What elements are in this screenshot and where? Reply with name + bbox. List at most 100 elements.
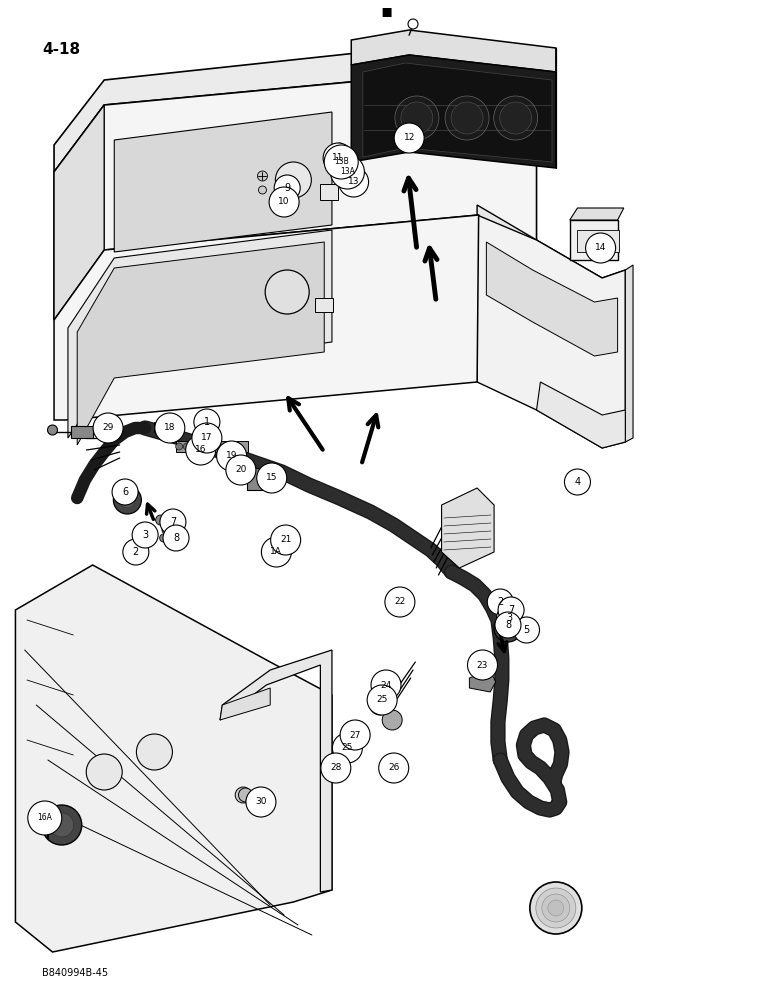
Text: 22: 22: [394, 597, 405, 606]
Circle shape: [468, 650, 497, 680]
Polygon shape: [570, 220, 618, 260]
Circle shape: [155, 413, 185, 443]
Text: 1A: 1A: [270, 548, 283, 556]
Circle shape: [276, 162, 311, 198]
Polygon shape: [537, 382, 625, 448]
Circle shape: [235, 787, 251, 803]
Circle shape: [132, 522, 158, 548]
Text: 19: 19: [226, 452, 237, 460]
Circle shape: [113, 486, 141, 514]
Circle shape: [160, 534, 168, 542]
Text: 27: 27: [350, 730, 361, 740]
FancyBboxPatch shape: [577, 230, 619, 252]
Polygon shape: [363, 63, 552, 162]
Text: 9: 9: [284, 183, 290, 193]
Circle shape: [324, 145, 358, 179]
Circle shape: [156, 515, 165, 525]
Text: 14: 14: [595, 243, 606, 252]
Circle shape: [141, 537, 150, 547]
Polygon shape: [54, 40, 537, 172]
Circle shape: [445, 96, 489, 140]
Circle shape: [226, 455, 256, 485]
FancyBboxPatch shape: [315, 298, 333, 312]
FancyBboxPatch shape: [247, 468, 269, 490]
Text: 26: 26: [388, 764, 399, 772]
Circle shape: [495, 612, 521, 638]
Circle shape: [86, 754, 122, 790]
Circle shape: [162, 526, 170, 534]
Circle shape: [259, 186, 266, 194]
Circle shape: [266, 270, 309, 314]
Polygon shape: [477, 215, 625, 448]
Circle shape: [175, 443, 183, 450]
Polygon shape: [68, 230, 332, 438]
Text: 25: 25: [342, 744, 353, 752]
Text: 30: 30: [256, 798, 266, 806]
Circle shape: [112, 479, 138, 505]
FancyBboxPatch shape: [71, 426, 93, 438]
Circle shape: [48, 425, 57, 435]
Circle shape: [340, 720, 370, 750]
Circle shape: [183, 443, 191, 450]
Text: 1: 1: [204, 417, 210, 427]
Circle shape: [194, 409, 220, 435]
Circle shape: [214, 443, 222, 450]
Text: 2: 2: [133, 547, 139, 557]
Circle shape: [271, 525, 300, 555]
Text: 13: 13: [348, 178, 359, 186]
Text: 10: 10: [279, 198, 290, 207]
Text: 18: 18: [164, 424, 175, 432]
Circle shape: [222, 443, 229, 450]
Polygon shape: [220, 688, 270, 720]
Text: 23: 23: [477, 660, 488, 670]
Polygon shape: [570, 208, 624, 220]
Circle shape: [536, 888, 576, 928]
Circle shape: [498, 597, 524, 623]
Polygon shape: [469, 670, 496, 692]
Circle shape: [512, 618, 520, 626]
Text: 15: 15: [266, 474, 277, 483]
Text: 17: 17: [201, 434, 212, 442]
Text: 28: 28: [330, 764, 341, 772]
Circle shape: [513, 617, 540, 643]
Text: 21: 21: [280, 536, 291, 544]
Text: 8: 8: [505, 620, 511, 630]
Polygon shape: [77, 242, 324, 445]
Circle shape: [258, 171, 267, 181]
Circle shape: [323, 143, 353, 173]
Circle shape: [123, 539, 149, 565]
Text: B840994B-45: B840994B-45: [42, 968, 108, 978]
Circle shape: [192, 423, 222, 453]
Text: 11: 11: [333, 153, 344, 162]
Text: 4-18: 4-18: [42, 42, 80, 57]
Circle shape: [333, 733, 362, 763]
Circle shape: [586, 233, 615, 263]
Circle shape: [28, 801, 62, 835]
Text: 3: 3: [506, 613, 513, 623]
Circle shape: [335, 143, 344, 153]
Circle shape: [321, 753, 350, 783]
Circle shape: [394, 123, 424, 153]
Circle shape: [367, 685, 397, 715]
Circle shape: [120, 492, 135, 508]
Polygon shape: [351, 55, 556, 168]
Text: ▪: ▪: [380, 2, 392, 20]
Circle shape: [262, 537, 291, 567]
Circle shape: [160, 509, 186, 535]
Text: 3: 3: [142, 530, 148, 540]
Circle shape: [401, 102, 433, 134]
Circle shape: [408, 19, 418, 29]
Circle shape: [499, 102, 532, 134]
Circle shape: [239, 788, 252, 802]
Circle shape: [564, 469, 591, 495]
Text: 7: 7: [170, 517, 176, 527]
Text: 20: 20: [235, 466, 246, 475]
Text: 5: 5: [523, 625, 530, 635]
Text: 12: 12: [404, 133, 415, 142]
Text: 6: 6: [122, 487, 128, 497]
Polygon shape: [351, 30, 556, 72]
Polygon shape: [486, 242, 618, 356]
FancyBboxPatch shape: [320, 184, 338, 200]
Text: 13B: 13B: [334, 157, 349, 166]
Circle shape: [395, 96, 438, 140]
